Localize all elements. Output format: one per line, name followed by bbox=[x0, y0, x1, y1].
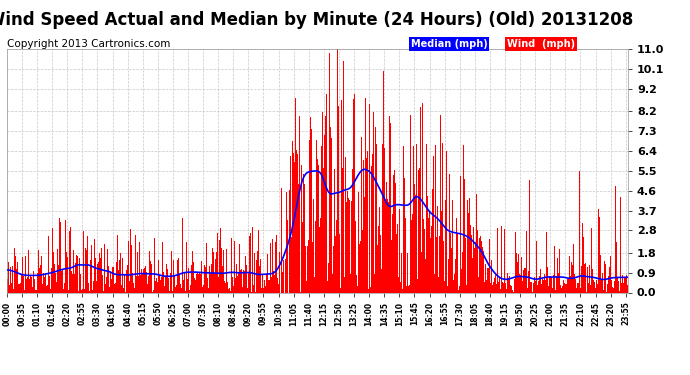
Text: Copyright 2013 Cartronics.com: Copyright 2013 Cartronics.com bbox=[7, 39, 170, 50]
Text: Wind Speed Actual and Median by Minute (24 Hours) (Old) 20131208: Wind Speed Actual and Median by Minute (… bbox=[0, 11, 633, 29]
Text: Wind  (mph): Wind (mph) bbox=[507, 39, 575, 50]
Text: Median (mph): Median (mph) bbox=[411, 39, 487, 50]
